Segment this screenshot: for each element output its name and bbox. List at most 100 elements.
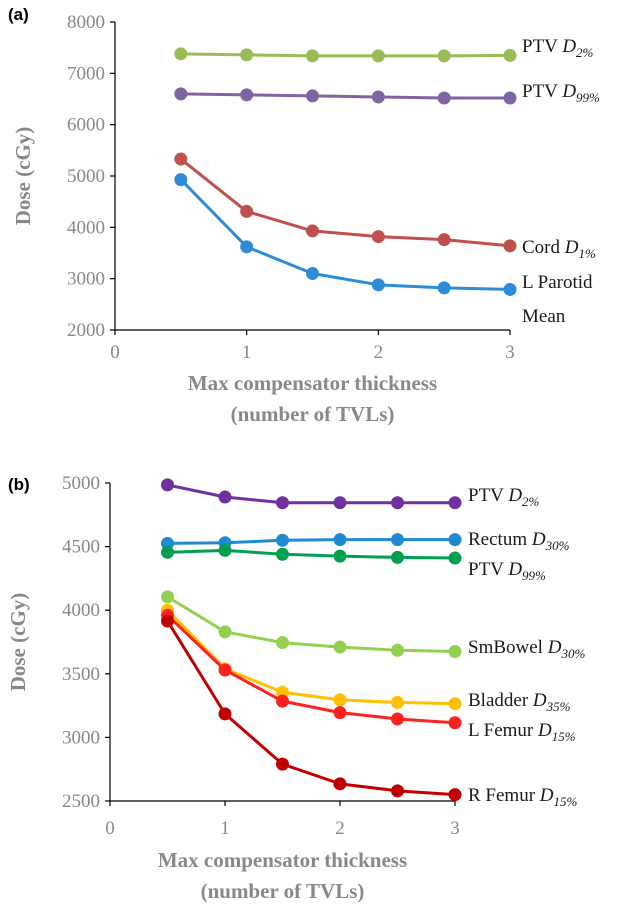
data-point <box>391 712 404 726</box>
series-1: Rectum D30% <box>161 529 570 553</box>
data-point <box>333 706 347 720</box>
data-point <box>306 89 319 103</box>
data-point <box>306 49 319 63</box>
y-tick-label: 4000 <box>62 600 100 621</box>
data-point <box>437 233 451 247</box>
data-point <box>161 478 174 492</box>
y-tick-label: 8000 <box>67 12 105 33</box>
series-line <box>166 595 456 654</box>
data-point <box>333 640 347 654</box>
x-axis-title-line-1: Max compensator thickness <box>158 848 407 872</box>
y-axis-title: Dose (cGy) <box>6 593 30 692</box>
series-line <box>166 614 456 725</box>
y-tick-label: 4000 <box>67 217 105 238</box>
series-label: Rectum D30% <box>468 529 570 553</box>
series-4: Bladder D35% <box>161 603 571 714</box>
x-tick-label: 0 <box>110 342 120 363</box>
x-tick-label: 3 <box>505 342 515 363</box>
data-point <box>174 173 188 187</box>
data-point <box>276 636 289 650</box>
series-line <box>167 483 455 505</box>
data-point <box>174 47 188 61</box>
data-point <box>174 152 188 166</box>
data-point <box>218 490 232 504</box>
data-point <box>161 545 174 559</box>
data-point <box>503 239 517 253</box>
series-0: PTV D2% <box>174 36 594 63</box>
data-point <box>448 716 462 730</box>
series-line <box>167 548 456 560</box>
x-tick-label: 2 <box>374 342 384 363</box>
data-point <box>371 49 385 63</box>
series-line <box>167 538 455 545</box>
panel-label: (b) <box>8 475 30 494</box>
data-point <box>218 707 232 721</box>
data-point <box>276 694 289 708</box>
panel-label: (a) <box>8 5 29 24</box>
data-point <box>276 496 289 510</box>
y-tick-label: 6000 <box>67 115 105 136</box>
series-3: SmBowel D30% <box>161 590 585 661</box>
data-point <box>391 496 404 510</box>
data-point <box>333 549 347 563</box>
chart-panel-a: (a) 2000 3000 4000 5000 6000 7000 8000 0 1 2 3 Dose … <box>8 5 600 426</box>
data-point <box>437 49 451 63</box>
series-2: Cord D1% <box>174 152 596 261</box>
data-point <box>161 590 174 604</box>
y-tick-label: 7000 <box>67 63 105 84</box>
y-tick-label: 4500 <box>62 537 100 558</box>
data-point <box>240 48 254 62</box>
y-tick-label: 3500 <box>62 664 100 685</box>
data-point <box>218 543 232 557</box>
data-point <box>448 533 462 547</box>
data-point <box>391 695 404 709</box>
y-tick-label: 3000 <box>67 269 105 290</box>
series-label-line-2: Mean <box>522 306 566 327</box>
data-point <box>391 784 404 798</box>
series-label: PTV D2% <box>522 36 594 60</box>
series-1: PTV D99% <box>174 81 600 105</box>
data-point <box>371 230 385 244</box>
data-point <box>218 625 232 639</box>
series-line <box>180 92 510 100</box>
data-point <box>391 643 404 657</box>
data-point <box>448 788 462 802</box>
data-point <box>218 663 232 677</box>
chart-panel-b: (b) 2500 3000 3500 4000 4500 5000 0 1 2 3 Dose (cGy… <box>6 473 585 903</box>
series-label: R Femur D15% <box>468 785 578 809</box>
data-point <box>448 645 462 659</box>
series-label: PTV D2% <box>468 485 540 509</box>
data-point <box>333 496 347 510</box>
data-point <box>276 533 289 547</box>
y-tick-label: 2000 <box>67 320 105 341</box>
series-line <box>179 157 511 248</box>
x-tick-label: 1 <box>242 342 252 363</box>
y-tick-label: 2500 <box>62 791 100 812</box>
series-label: SmBowel D30% <box>468 637 585 661</box>
y-tick-label: 3000 <box>62 727 100 748</box>
x-tick-label: 0 <box>105 818 115 839</box>
series-label: L Parotid <box>522 272 593 293</box>
data-point <box>503 48 517 62</box>
x-axis-title-line-2: (number of TVLs) <box>201 879 365 903</box>
series-6: R Femur D15% <box>161 614 578 809</box>
data-point <box>391 533 404 547</box>
series-label: PTV D99% <box>468 559 546 583</box>
series-3: L Parotid Mean <box>174 173 593 327</box>
series-label: L Femur D15% <box>468 720 576 744</box>
series-line <box>180 52 511 58</box>
y-axis-title: Dose (cGy) <box>11 127 35 226</box>
x-axis-title-line-2: (number of TVLs) <box>231 402 395 426</box>
data-point <box>333 777 347 791</box>
data-point <box>161 614 174 628</box>
series-line <box>166 620 456 797</box>
series-label: Bladder D35% <box>468 690 571 714</box>
y-tick-label: 5000 <box>67 166 105 187</box>
series-5: L Femur D15% <box>161 608 576 744</box>
data-point <box>240 204 254 218</box>
x-tick-label: 2 <box>335 818 345 839</box>
data-point <box>448 551 462 565</box>
data-point <box>448 697 462 711</box>
data-point <box>503 282 517 296</box>
series-label: Cord D1% <box>522 237 596 261</box>
